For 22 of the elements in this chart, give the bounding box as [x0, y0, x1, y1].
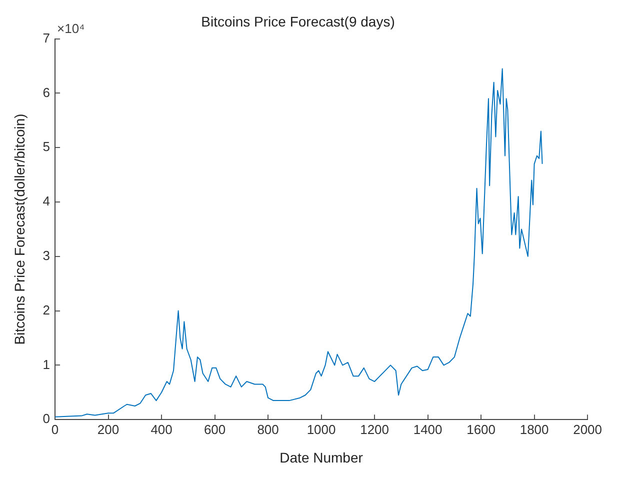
x-tick-label: 1600: [466, 422, 496, 437]
text: ×10⁴: [57, 20, 85, 36]
x-tick-label: 200: [97, 422, 120, 437]
y-tick-label: 3: [42, 248, 50, 263]
y-tick-label: 5: [42, 139, 50, 154]
chart-title: Bitcoins Price Forecast(9 days): [201, 13, 395, 30]
x-tick-label: 1000: [306, 422, 336, 437]
x-tick-label: 800: [257, 422, 279, 437]
y-tick-label: 0: [42, 411, 50, 426]
y-tick-label: 6: [42, 84, 50, 100]
x-tick-label: 1200: [360, 422, 389, 437]
y-tick-label: 7: [42, 30, 50, 46]
x-tick-label: 400: [150, 422, 172, 437]
x-axis-title: Date Number: [280, 449, 364, 466]
x-tick-label: 600: [204, 422, 226, 437]
x-tick-label: 2000: [573, 422, 602, 437]
y-tick-label: 4: [42, 194, 50, 209]
x-tick-label: 1800: [520, 422, 549, 437]
y-axis-title: Bitcoins Price Forecast(doller/bitcoin): [11, 114, 28, 345]
y-tick-label: 2: [42, 302, 50, 318]
x-tick-label: 1400: [413, 422, 442, 437]
y-tick-label: 1: [42, 356, 50, 372]
